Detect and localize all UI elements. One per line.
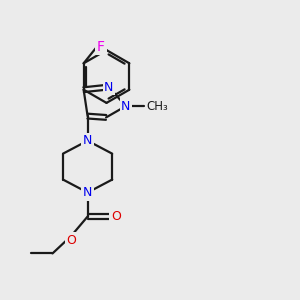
Text: O: O: [66, 234, 76, 247]
Text: CH₃: CH₃: [146, 100, 168, 112]
Text: O: O: [111, 210, 121, 223]
Text: N: N: [121, 100, 130, 112]
Text: N: N: [83, 134, 92, 147]
Text: N: N: [104, 81, 113, 94]
Text: F: F: [97, 40, 105, 54]
Text: N: N: [83, 186, 92, 199]
